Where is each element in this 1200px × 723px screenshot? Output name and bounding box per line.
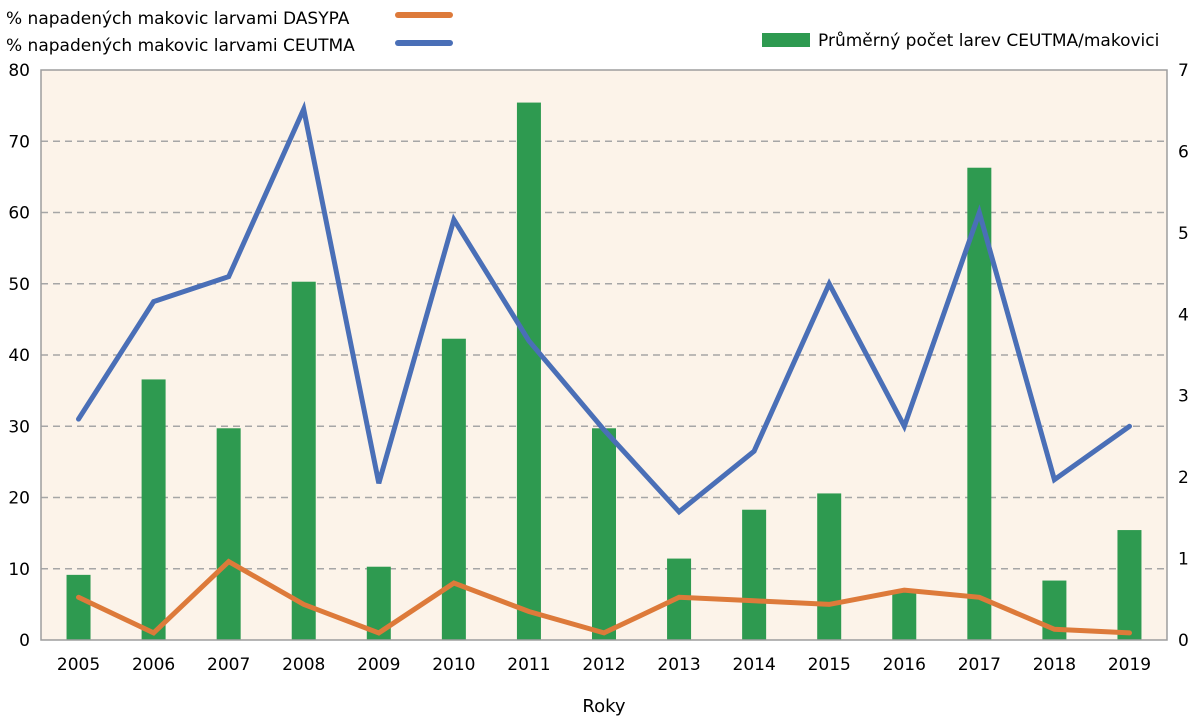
plot-frame — [40, 69, 1168, 641]
bar-2007 — [216, 428, 241, 640]
y-right-tick-label: 1 — [1178, 550, 1189, 570]
x-tick-label: 2006 — [132, 655, 175, 675]
legend-label-ceutma: % napadených makovic larvami CEUTMA — [6, 36, 355, 56]
y-right-tick-label: 0 — [1178, 631, 1189, 651]
y-left-tick-label: 40 — [8, 346, 30, 366]
y-right-tick-label: 3 — [1178, 387, 1189, 407]
x-tick-label: 2019 — [1108, 655, 1151, 675]
bar-2014 — [742, 509, 767, 640]
legend-label-larvae-count: Průměrný počet larev CEUTMA/makovici — [818, 31, 1159, 51]
y-left-tick-label: 50 — [8, 275, 30, 295]
y-left-tick-label: 20 — [8, 489, 30, 509]
x-tick-label: 2005 — [57, 655, 100, 675]
legend: % napadených makovic larvami DASYPA % na… — [6, 9, 1159, 56]
y-right-tick-label: 7 — [1178, 61, 1189, 81]
y-left-tick-label: 60 — [8, 204, 30, 224]
y-right-tick-label: 2 — [1178, 468, 1189, 488]
y-left-tick-label: 30 — [8, 417, 30, 437]
bar-2015 — [817, 493, 842, 640]
x-tick-label: 2015 — [808, 655, 851, 675]
x-tick-label: 2013 — [657, 655, 700, 675]
x-axis: 2005 2006 2007 2008 2009 2010 2011 2012 2013 2014… — [57, 655, 1151, 675]
bar-2019 — [1117, 530, 1142, 640]
y-left-tick-label: 70 — [8, 132, 30, 152]
legend-swatch-larvae-count — [762, 33, 810, 47]
bar-series — [66, 102, 1142, 641]
x-tick-label: 2016 — [883, 655, 926, 675]
line-ceutma — [76, 101, 1132, 516]
bar-2005 — [66, 574, 91, 640]
x-tick-label: 2010 — [432, 655, 475, 675]
y-left-tick-label: 10 — [8, 560, 30, 580]
bar-2012 — [592, 428, 616, 640]
legend-label-dasypa: % napadených makovic larvami DASYPA — [6, 9, 350, 29]
bar-2010 — [441, 338, 466, 640]
x-tick-label: 2012 — [582, 655, 625, 675]
x-axis-title: Roky — [582, 696, 625, 717]
right-y-axis: 0 1 2 3 4 5 6 7 — [1178, 61, 1189, 651]
x-tick-label: 2014 — [733, 655, 776, 675]
x-tick-label: 2009 — [357, 655, 400, 675]
left-y-axis: 0 10 20 30 40 50 60 70 80 — [8, 61, 30, 651]
y-right-tick-label: 4 — [1178, 305, 1189, 325]
x-tick-label: 2017 — [958, 655, 1001, 675]
x-tick-label: 2008 — [282, 655, 325, 675]
bar-2016 — [892, 591, 917, 640]
y-right-tick-label: 5 — [1178, 224, 1189, 244]
y-left-tick-label: 0 — [19, 631, 30, 651]
line-dasypa — [76, 558, 1132, 636]
bar-2008 — [291, 281, 316, 640]
bar-2011 — [516, 102, 541, 641]
x-tick-label: 2011 — [507, 655, 550, 675]
bar-2006 — [141, 379, 166, 640]
y-left-tick-label: 80 — [8, 61, 30, 81]
line-series — [76, 101, 1132, 636]
y-right-tick-label: 6 — [1178, 142, 1189, 162]
x-tick-label: 2018 — [1033, 655, 1076, 675]
x-tick-label: 2007 — [207, 655, 250, 675]
